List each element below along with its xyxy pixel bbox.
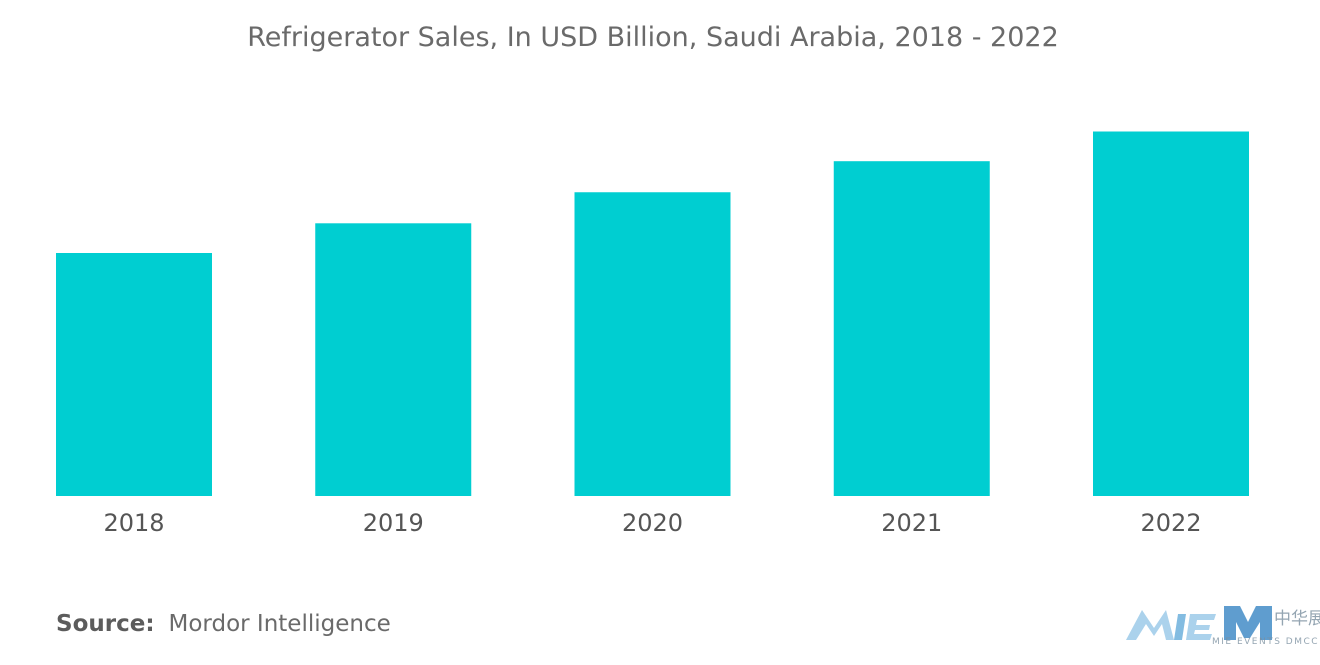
source-text: Mordor Intelligence <box>168 611 391 637</box>
bar-chart: 2018 2019 2020 2021 2022 <box>56 131 1249 537</box>
source-note: Source: Mordor Intelligence <box>56 611 391 637</box>
logo-m-shape <box>1126 610 1174 640</box>
logo-text: 中华展览集团 <box>1274 609 1320 629</box>
bar-2021 <box>833 161 990 496</box>
logo-mark <box>1224 606 1272 640</box>
logo-i-shape <box>1174 614 1186 640</box>
chart-title: Refrigerator Sales, In USD Billion, Saud… <box>247 22 1059 53</box>
bar-2020 <box>574 192 731 496</box>
bars-group <box>56 131 1249 497</box>
x-tick-label-2021: 2021 <box>881 509 942 537</box>
bar-2019 <box>315 223 472 497</box>
x-tick-label-2018: 2018 <box>103 509 164 537</box>
x-tick-labels: 2018 2019 2020 2021 2022 <box>103 509 1201 537</box>
x-tick-label-2020: 2020 <box>622 509 683 537</box>
bar-2018 <box>56 253 212 496</box>
bar-2022 <box>1093 131 1249 496</box>
source-label: Source: <box>56 611 155 637</box>
logo-e-shape <box>1186 614 1216 640</box>
mie-events-logo-icon: 中华展览集团 MIE EVENTS DMCC <box>1126 606 1320 647</box>
x-tick-label-2022: 2022 <box>1140 509 1201 537</box>
x-tick-label-2019: 2019 <box>363 509 424 537</box>
logo-subtext: MIE EVENTS DMCC <box>1212 637 1319 647</box>
